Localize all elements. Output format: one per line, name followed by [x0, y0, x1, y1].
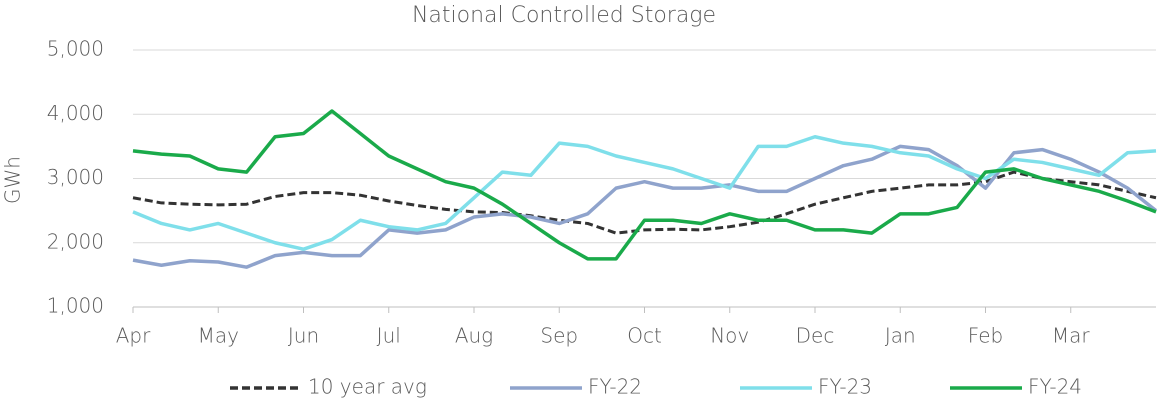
y-tick-label: 1,000	[47, 294, 104, 318]
legend-label: FY-24	[1028, 375, 1082, 399]
legend-label: 10 year avg	[308, 375, 427, 399]
x-tick-label: Nov	[710, 324, 749, 348]
x-tick-label: Aug	[455, 324, 493, 348]
x-tick-label: Jun	[288, 324, 319, 348]
x-tick-label: Dec	[796, 324, 835, 348]
x-tick-label: Apr	[116, 324, 151, 348]
y-axis-label: GWh	[1, 156, 25, 204]
x-tick-label: May	[198, 324, 239, 348]
series-line	[132, 109, 1157, 261]
y-tick-label: 4,000	[47, 101, 104, 125]
legend-label: FY-22	[588, 375, 642, 399]
y-tick-label: 2,000	[47, 229, 104, 253]
chart-title: National Controlled Storage	[412, 3, 716, 28]
x-tick-label: Mar	[1052, 324, 1091, 348]
x-tick-label: Jul	[377, 324, 401, 348]
legend-label: FY-23	[818, 375, 872, 399]
series-line	[132, 134, 1157, 251]
x-tick-label: Jan	[885, 324, 916, 348]
x-tick-label: Oct	[627, 324, 662, 348]
series-line	[132, 170, 1157, 235]
y-tick-label: 3,000	[47, 165, 104, 189]
series-line	[132, 144, 1158, 269]
y-tick-label: 5,000	[47, 37, 104, 61]
x-tick-label: Sep	[540, 324, 578, 348]
x-tick-label: Feb	[968, 324, 1003, 348]
